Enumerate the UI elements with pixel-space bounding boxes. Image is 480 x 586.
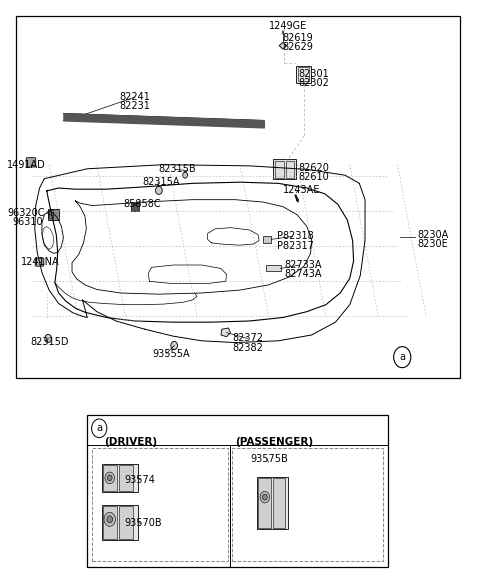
- Bar: [263, 236, 272, 243]
- Polygon shape: [221, 328, 230, 337]
- Text: 1243AE: 1243AE: [283, 185, 320, 195]
- Bar: [92, 448, 228, 561]
- Bar: [119, 506, 133, 539]
- Bar: [87, 415, 388, 567]
- Text: (DRIVER): (DRIVER): [104, 437, 157, 447]
- Circle shape: [263, 494, 267, 500]
- Circle shape: [156, 186, 162, 195]
- Text: 1491AD: 1491AD: [7, 160, 46, 170]
- Bar: [298, 67, 309, 81]
- Text: 82619: 82619: [282, 33, 313, 43]
- Text: 82733A: 82733A: [284, 260, 322, 270]
- Circle shape: [104, 512, 116, 526]
- Text: 93555A: 93555A: [152, 349, 190, 359]
- Circle shape: [183, 172, 188, 178]
- Bar: [232, 448, 383, 561]
- Bar: [102, 464, 138, 492]
- Circle shape: [108, 475, 112, 481]
- Text: 8230E: 8230E: [418, 239, 448, 249]
- Text: 96310: 96310: [12, 217, 43, 227]
- Text: 82382: 82382: [232, 343, 263, 353]
- Bar: [274, 159, 296, 179]
- Text: 93575B: 93575B: [251, 454, 288, 464]
- Text: 82315A: 82315A: [142, 177, 180, 187]
- Text: 96320C: 96320C: [7, 208, 45, 218]
- Bar: [266, 265, 281, 271]
- Text: 82372: 82372: [232, 333, 263, 343]
- Text: 82301: 82301: [298, 69, 329, 79]
- Bar: [103, 506, 117, 539]
- Bar: [48, 209, 59, 220]
- Text: 82629: 82629: [282, 42, 313, 52]
- Text: 82610: 82610: [298, 172, 329, 182]
- FancyBboxPatch shape: [26, 158, 36, 167]
- Bar: [131, 203, 139, 212]
- Text: 82241: 82241: [120, 92, 151, 102]
- FancyBboxPatch shape: [35, 258, 44, 266]
- Text: 1249GE: 1249GE: [269, 21, 307, 31]
- Circle shape: [171, 342, 178, 350]
- Bar: [296, 66, 311, 83]
- FancyArrow shape: [295, 195, 299, 202]
- Polygon shape: [279, 42, 287, 49]
- Bar: [103, 465, 117, 490]
- Text: 8230A: 8230A: [418, 230, 449, 240]
- Text: 85858C: 85858C: [123, 199, 161, 209]
- Text: P82318: P82318: [277, 231, 314, 241]
- Text: 82620: 82620: [298, 162, 329, 173]
- Text: 93574: 93574: [124, 475, 156, 485]
- Text: P82317: P82317: [277, 241, 314, 251]
- Circle shape: [105, 472, 115, 483]
- Bar: [16, 16, 459, 377]
- Bar: [119, 465, 133, 490]
- Text: a: a: [96, 423, 102, 433]
- Text: (PASSENGER): (PASSENGER): [235, 437, 313, 447]
- Bar: [286, 161, 294, 178]
- Bar: [258, 478, 272, 528]
- Text: 82302: 82302: [298, 78, 329, 88]
- Text: a: a: [399, 352, 405, 362]
- Text: 82315D: 82315D: [30, 337, 69, 347]
- Bar: [49, 210, 53, 219]
- Text: 82743A: 82743A: [284, 270, 322, 280]
- Circle shape: [107, 516, 113, 523]
- Circle shape: [260, 491, 270, 503]
- Bar: [102, 505, 138, 540]
- Text: 1241NA: 1241NA: [21, 257, 59, 267]
- Bar: [274, 478, 285, 528]
- Text: 82315B: 82315B: [159, 164, 196, 175]
- Text: 82231: 82231: [120, 101, 151, 111]
- Bar: [257, 477, 288, 529]
- Text: 93570B: 93570B: [124, 519, 162, 529]
- Circle shape: [45, 335, 51, 343]
- Bar: [275, 161, 284, 178]
